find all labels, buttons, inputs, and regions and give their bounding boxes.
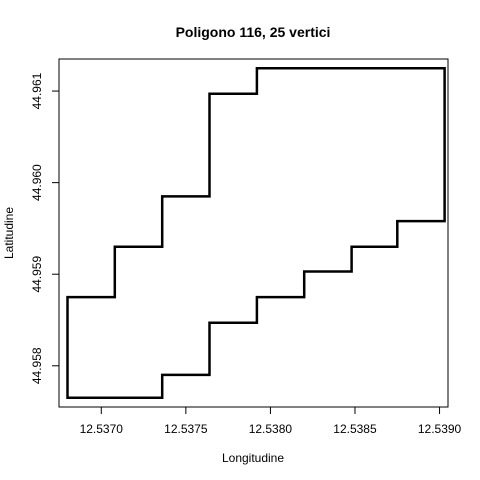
series-layer <box>66 66 446 400</box>
chart-title: Poligono 116, 25 vertici <box>176 24 331 40</box>
x-tick-label: 12.5370 <box>80 422 124 436</box>
polygon-outline <box>66 66 446 400</box>
y-tick-label: 44.959 <box>30 256 44 293</box>
y-tick-label: 44.960 <box>30 164 44 201</box>
x-tick-label: 12.5375 <box>164 422 208 436</box>
y-tick-label: 44.961 <box>30 72 44 109</box>
x-tick-label: 12.5390 <box>418 422 462 436</box>
y-axis: 44.958 44.959 44.960 44.961 <box>30 72 60 384</box>
x-tick-label: 12.5380 <box>249 422 293 436</box>
y-axis-label: Latitudine <box>2 207 16 259</box>
x-axis-label: Longitudine <box>222 451 284 465</box>
y-tick-label: 44.958 <box>30 347 44 384</box>
x-tick-label: 12.5385 <box>333 422 377 436</box>
x-axis: 12.5370 12.5375 12.5380 12.5385 12.5390 <box>80 406 462 436</box>
